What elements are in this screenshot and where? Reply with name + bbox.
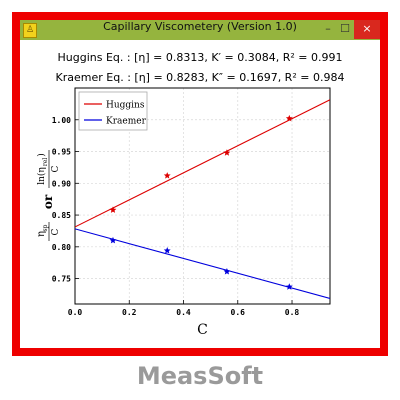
legend-label-huggins: Huggins <box>106 101 145 111</box>
viscometry-chart: 0.0 0.2 0.4 0.6 0.8 0.75 0.80 0.85 0.90 0.95 1.00 H… <box>36 87 331 338</box>
y-tick-label: 0.80 <box>52 243 71 252</box>
y-axis-label-part: ) <box>36 153 47 157</box>
y-tick-label: 0.85 <box>52 211 71 220</box>
legend-label-kraemer: Kraemer <box>106 117 147 127</box>
x-tick-label: 0.2 <box>122 308 137 317</box>
plot-area-border <box>74 87 331 305</box>
x-tick-label: 0.4 <box>176 308 191 317</box>
huggins-equation: Huggins Eq. : [η] = 0.8313, K′ = 0.3084,… <box>57 51 343 64</box>
kraemer-data-point <box>285 283 293 290</box>
kraemer-data-point <box>109 236 117 244</box>
kraemer-data-point <box>163 247 171 254</box>
y-axis-label-part: ln(η <box>36 167 47 185</box>
window-title: Capillary Viscometery (Version 1.0) <box>103 20 297 33</box>
y-tick-label: 1.00 <box>52 116 71 125</box>
huggins-data-point <box>223 149 231 156</box>
close-button[interactable]: × <box>354 20 380 39</box>
chart-legend: Huggins Kraemer <box>78 91 148 131</box>
y-tick-label: 0.90 <box>52 179 71 188</box>
y-axis-label-part: C <box>51 228 61 235</box>
app-logo-icon: ♙ <box>23 23 37 38</box>
y-axis-label-part: rel <box>42 158 49 166</box>
y-axis-label-part: sp <box>42 224 49 231</box>
y-axis-label-part: C <box>51 165 61 172</box>
kraemer-equation: Kraemer Eq. : [η] = 0.8283, K″ = 0.1697,… <box>55 71 345 84</box>
huggins-data-point <box>285 114 293 122</box>
kraemer-data-point <box>223 268 231 275</box>
x-tick-label: 0.0 <box>68 308 83 317</box>
title-bar[interactable]: ♙ Capillary Viscometery (Version 1.0) – … <box>20 20 380 40</box>
huggins-data-point <box>109 206 117 213</box>
y-tick-label: 0.75 <box>52 275 71 284</box>
x-axis-label: C <box>197 322 208 338</box>
brand-logo-text: MeasSoft <box>136 362 264 390</box>
app-window: ♙ Capillary Viscometery (Version 1.0) – … <box>20 20 380 348</box>
legend-box <box>78 91 148 131</box>
x-tick-label: 0.8 <box>285 308 300 317</box>
maximize-button[interactable]: ☐ <box>340 22 350 35</box>
y-axis-label-part: or <box>41 194 55 209</box>
minimize-button[interactable]: – <box>325 22 331 35</box>
y-tick-label: 0.95 <box>52 148 71 157</box>
huggins-data-point <box>163 172 171 179</box>
x-tick-label: 0.6 <box>231 308 246 317</box>
y-axis-label-part: η <box>36 231 47 237</box>
